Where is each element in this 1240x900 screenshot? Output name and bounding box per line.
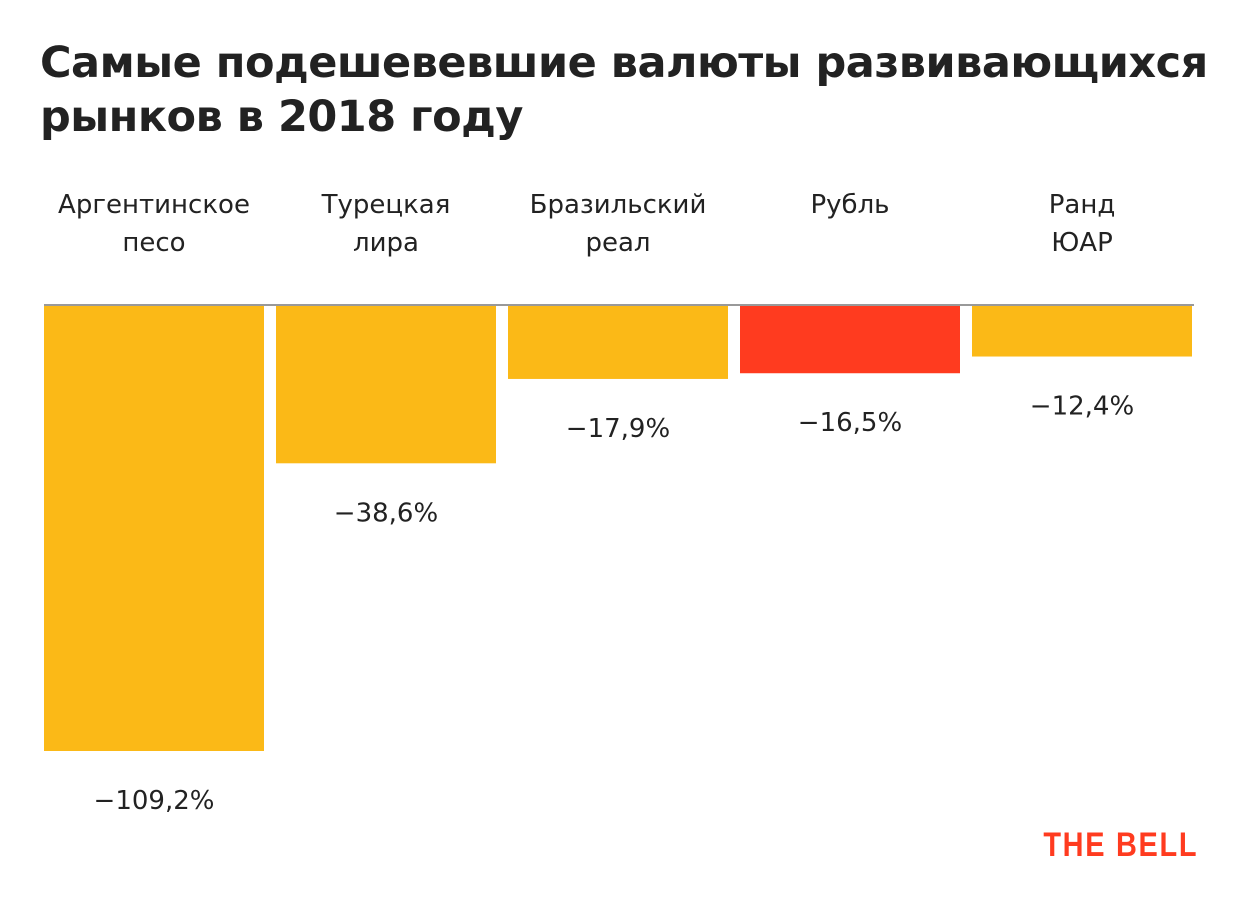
value-label: −38,6% [334,498,438,528]
category-label: Бразильский [530,190,707,220]
category-label: Турецкая [321,190,451,220]
category-label: ЮАР [1051,228,1113,258]
the-bell-logo: THE BELL [1043,826,1198,864]
bar [508,306,728,379]
value-label: −16,5% [798,408,902,438]
value-label: −109,2% [94,786,215,816]
bar [276,306,496,464]
category-label: Ранд [1049,190,1116,220]
value-label: −12,4% [1030,392,1134,422]
bar [972,306,1192,357]
value-label: −17,9% [566,414,670,444]
category-label: Аргентинское [58,190,250,220]
category-label: лира [353,228,419,258]
category-label: Рубль [810,190,889,220]
bar [44,306,264,751]
chart-title: Самые подешевевшие валюты развивающихся … [40,38,1208,142]
category-label: песо [122,228,185,258]
bar [740,306,960,374]
category-label: реал [585,228,650,258]
